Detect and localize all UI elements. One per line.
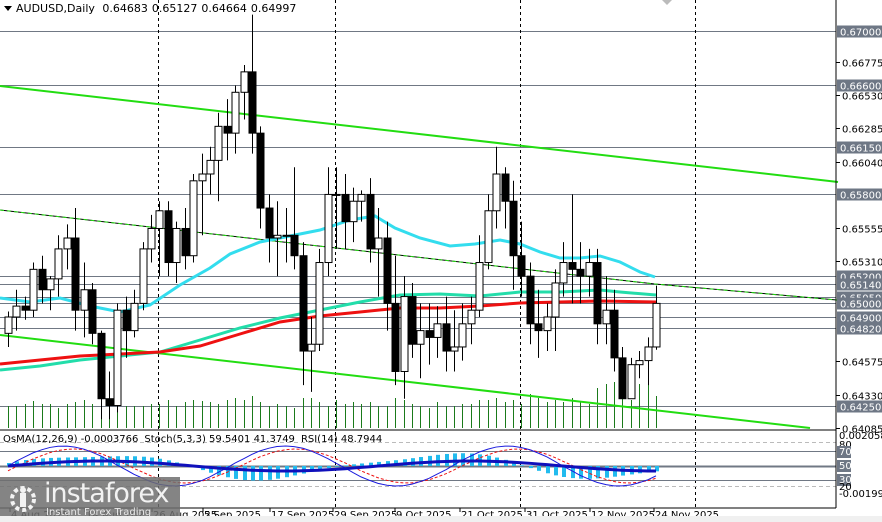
svg-text:50: 50 <box>839 461 852 472</box>
svg-text:0.65000: 0.65000 <box>840 300 881 311</box>
svg-text:0.67000: 0.67000 <box>840 28 881 39</box>
svg-text:0.64575: 0.64575 <box>842 358 882 369</box>
bottom-strip <box>0 516 882 522</box>
svg-text:0.64820: 0.64820 <box>840 325 881 336</box>
svg-text:70: 70 <box>839 447 852 458</box>
svg-text:0.65800: 0.65800 <box>840 191 881 202</box>
trend-channel <box>0 86 882 428</box>
svg-text:0.66040: 0.66040 <box>842 159 882 170</box>
low-value: 0.64664 <box>201 2 247 15</box>
svg-text:0.66775: 0.66775 <box>842 59 882 70</box>
svg-text:0.65555: 0.65555 <box>842 225 882 236</box>
close-value: 0.64997 <box>251 2 297 15</box>
high-value: 0.65127 <box>152 2 198 15</box>
dropdown-arrow-icon[interactable] <box>4 6 12 11</box>
vertical-separators <box>159 0 696 508</box>
watermark-brand: instaforex <box>44 478 168 509</box>
candlesticks <box>5 15 660 419</box>
price-axis: 0.670000.666000.661500.658000.652000.651… <box>0 0 882 508</box>
svg-text:0.64250: 0.64250 <box>840 403 881 414</box>
symbol-label: AUDUSD,Daily <box>16 2 95 15</box>
svg-text:0.66285: 0.66285 <box>842 125 882 136</box>
svg-text:0.65310: 0.65310 <box>842 258 882 269</box>
svg-text:0.66150: 0.66150 <box>840 144 881 155</box>
instaforex-logo-icon <box>8 484 38 514</box>
svg-text:-0.001998: -0.001998 <box>839 489 882 500</box>
svg-text:0.64330: 0.64330 <box>842 392 882 403</box>
chart-title: AUDUSD,Daily 0.64683 0.651270.64664 0.6499… <box>2 2 300 15</box>
svg-text:0.66530: 0.66530 <box>842 92 882 103</box>
osma-label: OsMA(12,26,9) -0.0003766 <box>3 434 138 445</box>
open-value: 0.64683 <box>102 2 148 15</box>
rsi-label: RSI(14) 48.7944 <box>301 434 382 445</box>
indicator-title: OsMA(12,26,9) -0.0003766 Stoch(5,3,3) 59.… <box>3 434 388 445</box>
stoch-label: Stoch(5,3,3) 59.5401 41.3749 <box>144 434 295 445</box>
svg-text:0.65140: 0.65140 <box>840 281 881 292</box>
